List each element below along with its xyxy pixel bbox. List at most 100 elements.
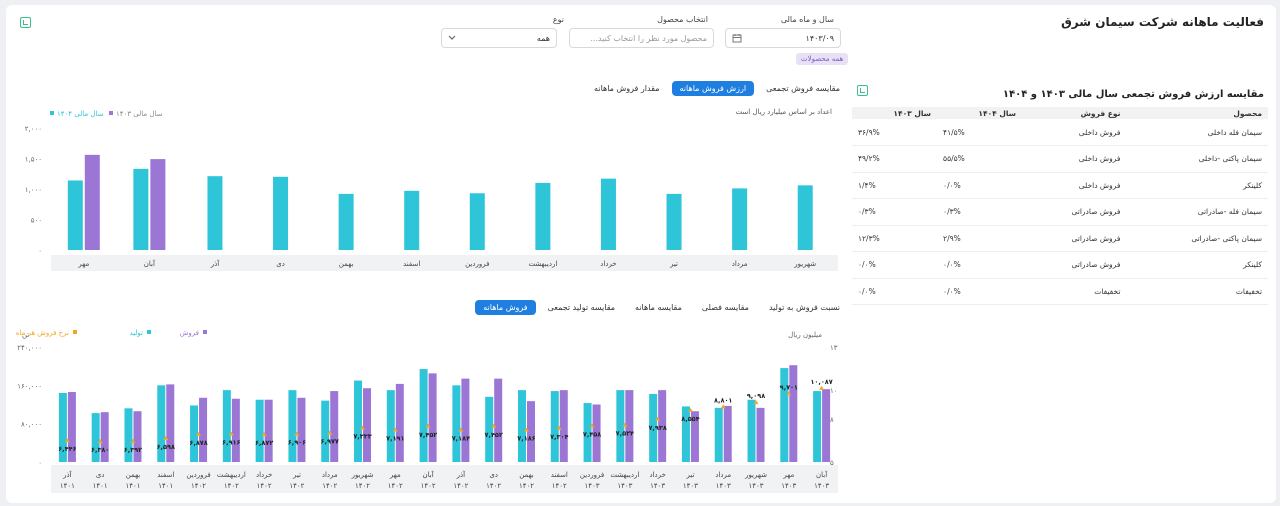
bar-production — [747, 399, 756, 462]
left-tick-label: ۲۴۰,۰۰۰ — [17, 344, 42, 352]
bar-sales — [297, 397, 306, 462]
rate-label: ۹,۷۰۱ — [780, 383, 798, 391]
x-tick-month: مرداد — [715, 471, 731, 479]
bar-1404 — [338, 193, 354, 250]
bar-sales — [231, 398, 240, 462]
x-tick-label: مهر — [77, 260, 89, 268]
chevron-down-icon — [448, 35, 456, 40]
x-tick-month: آذر — [62, 470, 72, 479]
bar-sales — [526, 401, 535, 462]
bar-sales — [100, 412, 109, 462]
rate-label: ۷,۴۵۲ — [419, 431, 437, 439]
table-row: سیمان پاکتی -داخلی فروش داخلی ۵۵/۵% ۴۹/۲% — [852, 145, 1268, 173]
table-row: کلینکر فروش صادراتی ۰/۰% ۰/۰% — [852, 251, 1268, 279]
bar-production — [386, 390, 395, 462]
table-header-row: محصول نوع فروش سال ۱۴۰۴ سال ۱۴۰۳ — [852, 107, 1268, 119]
x-tick-month: فروردین — [186, 471, 210, 479]
bar-1404 — [797, 185, 813, 250]
x-tick-year: ۱۴۰۳ — [683, 482, 698, 490]
x-tick-month: مهر — [782, 471, 794, 479]
cell-sale-type: فروش صادراتی — [1022, 251, 1127, 279]
tab-seasonal-comparison[interactable]: مقایسه فصلی — [701, 303, 749, 312]
x-tick-label: آذر — [210, 259, 220, 268]
rate-marker — [130, 438, 136, 443]
legend-rate-swatch — [73, 330, 77, 334]
legend-production-label: تولید — [130, 329, 144, 337]
bar-1404 — [207, 176, 223, 250]
bar-1403 — [150, 159, 166, 250]
x-tick-month: آذر — [456, 470, 466, 479]
cell-sale-type: فروش صادراتی — [1022, 225, 1127, 252]
x-tick-year: ۱۴۰۳ — [617, 482, 632, 490]
x-tick-month: خرداد — [256, 471, 272, 479]
bar-production — [419, 369, 428, 462]
bar-production — [649, 393, 658, 462]
product-select[interactable]: محصول مورد نظر را انتخاب کنید... — [569, 28, 714, 48]
bar-1404 — [273, 176, 289, 250]
tab-monthly-sales[interactable]: فروش ماهانه — [475, 300, 536, 315]
rate-marker — [64, 438, 70, 443]
rate-marker — [294, 431, 300, 436]
rate-marker — [589, 423, 595, 428]
x-tick-year: ۱۴۰۲ — [552, 482, 567, 490]
rate-label: ۷,۱۹۱ — [386, 435, 404, 443]
bar-sales — [690, 411, 699, 462]
x-tick-year: ۱۴۰۲ — [322, 482, 337, 490]
x-tick-label: تیر — [669, 260, 678, 268]
bar-production — [222, 390, 231, 462]
x-tick-label: دی — [276, 260, 285, 268]
type-select[interactable]: همه — [441, 28, 557, 48]
x-tick-year: ۱۴۰۲ — [486, 482, 501, 490]
x-tick-month: تیر — [292, 471, 301, 479]
rate-label: ۷,۳۳۳ — [353, 432, 371, 440]
right-tick-label: ۱۰ — [830, 387, 838, 395]
legend-rate-label: نرخ فروش هر ماه — [16, 329, 69, 337]
x-tick-month: اردیبهشت — [217, 471, 246, 479]
cell-1403: ۱۲/۳% — [852, 225, 938, 252]
x-tick-year: ۱۴۰۲ — [191, 482, 206, 490]
x-tick-label: خرداد — [600, 260, 616, 268]
bar-1403 — [84, 154, 100, 250]
rate-marker — [556, 425, 562, 430]
rate-marker — [392, 427, 398, 432]
x-tick-month: مهر — [389, 471, 401, 479]
cell-sale-type: تخفیفات — [1022, 278, 1127, 305]
year-month-field[interactable]: ۱۴۰۳/۰۹ — [725, 28, 841, 48]
rate-marker — [523, 427, 529, 432]
bar-production — [288, 390, 297, 462]
table-row: سیمان فله داخلی فروش داخلی ۴۱/۵% ۳۶/۹% — [852, 119, 1268, 146]
bar-production — [157, 385, 166, 462]
rate-label: ۷,۹۳۸ — [648, 424, 666, 432]
x-tick-month: اسفند — [157, 471, 174, 479]
tab-cumulative-production[interactable]: مقایسه تولید تجمعی — [547, 303, 616, 312]
x-tick-year: ۱۴۰۱ — [60, 482, 75, 490]
cell-product: سیمان پاکتی -داخلی — [1126, 145, 1268, 173]
rate-marker — [360, 425, 366, 430]
rate-marker — [687, 407, 693, 412]
x-tick-year: ۱۴۰۳ — [748, 482, 763, 490]
export-icon[interactable] — [20, 17, 31, 28]
x-tick-month: دی — [96, 471, 105, 479]
chart2-tabs: فروش ماهانه مقایسه تولید تجمعی مقایسه ما… — [475, 300, 848, 315]
tab-monthly-comparison[interactable]: مقایسه ماهانه — [635, 303, 682, 312]
tab-cumulative-sales[interactable]: مقایسه فروش تجمعی — [766, 84, 840, 93]
all-products-chip[interactable]: همه محصولات — [796, 53, 849, 65]
rate-label: ۹,۰۹۸ — [747, 392, 765, 400]
header-1404: سال ۱۴۰۴ — [937, 107, 1023, 119]
tab-sales-production-ratio[interactable]: نسبت فروش به تولید — [768, 303, 840, 312]
left-tick-label: ۰ — [38, 459, 42, 467]
table-title: مقایسه ارزش فروش تجمعی سال مالی ۱۴۰۳ و ۱… — [1002, 89, 1264, 100]
bar-sales — [67, 392, 76, 462]
bar-sales — [395, 383, 404, 462]
x-tick-label: اردیبهشت — [528, 260, 557, 268]
x-tick-year: ۱۴۰۲ — [355, 482, 370, 490]
tab-monthly-sales-quantity[interactable]: مقدار فروش ماهانه — [594, 84, 660, 93]
rate-marker — [622, 422, 628, 427]
cell-1403: ۰/۰% — [852, 278, 938, 305]
rate-label: ۶,۴۴۶ — [58, 445, 76, 453]
tab-monthly-sales-value[interactable]: ارزش فروش ماهانه — [671, 81, 755, 96]
table-row: تخفیفات تخفیفات ۰/۰% ۰/۰% — [852, 278, 1268, 305]
rate-marker — [491, 423, 497, 428]
x-tick-month: آبان — [816, 470, 828, 479]
table-export-icon[interactable] — [857, 85, 868, 96]
